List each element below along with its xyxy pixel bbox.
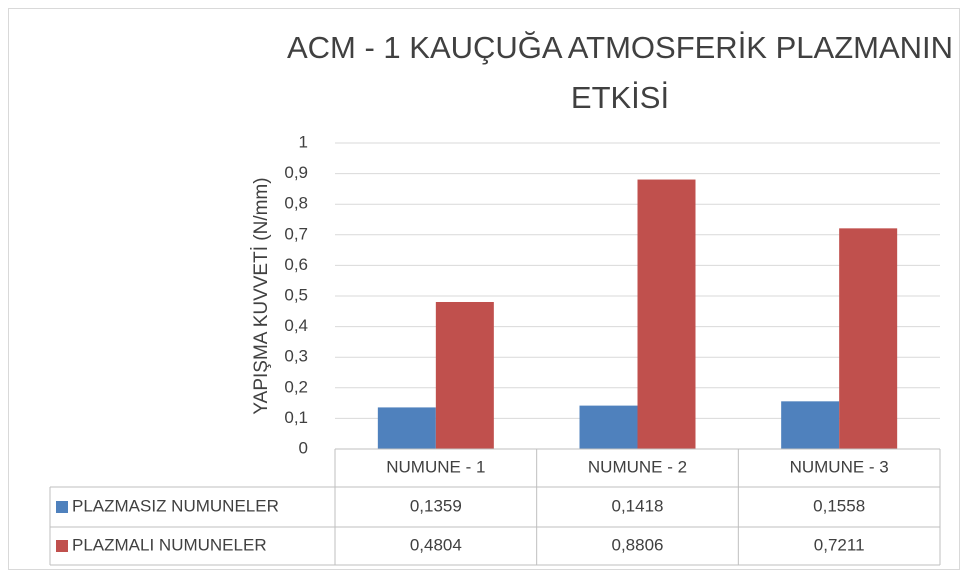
bar	[839, 228, 898, 449]
bar	[781, 401, 840, 449]
x-tick-label: NUMUNE - 1	[386, 457, 485, 476]
table-value: 0,1359	[410, 496, 462, 515]
y-tick-label: 0,3	[284, 347, 308, 366]
legend-swatch	[56, 540, 68, 552]
table-value: 0,7211	[814, 535, 865, 554]
y-tick-label: 0,2	[284, 377, 308, 396]
chart-border	[8, 8, 960, 570]
y-axis-label: YAPIŞMA KUVVETİ (N/mm)	[251, 177, 272, 414]
legend-label: PLAZMASIZ NUMUNELER	[72, 496, 279, 515]
y-tick-label: 0,6	[284, 255, 308, 274]
y-tick-label: 0,7	[284, 224, 308, 243]
chart-title: ACM - 1 KAUÇUĞA ATMOSFERİK PLAZMANIN ETKİ…	[287, 30, 953, 115]
bar	[579, 405, 638, 449]
legend-label: PLAZMALI NUMUNELER	[72, 535, 267, 554]
table-value: 0,1418	[612, 496, 664, 515]
table-value: 0,8806	[612, 535, 664, 554]
table-value: 0,4804	[410, 535, 462, 554]
bar	[637, 179, 696, 449]
y-tick-label: 0,5	[284, 285, 308, 304]
bar	[435, 301, 494, 449]
y-tick-label: 0,8	[284, 194, 308, 213]
y-tick-label: 0,4	[284, 316, 308, 335]
y-tick-label: 1	[299, 132, 308, 151]
table-value: 0,1558	[813, 496, 865, 515]
y-tick-label: 0,9	[284, 163, 308, 182]
legend-swatch	[56, 501, 68, 513]
bar	[377, 407, 436, 449]
y-tick-label: 0,1	[284, 408, 308, 427]
y-tick-label: 0	[299, 438, 308, 457]
x-tick-label: NUMUNE - 2	[588, 457, 687, 476]
x-tick-label: NUMUNE - 3	[790, 457, 889, 476]
